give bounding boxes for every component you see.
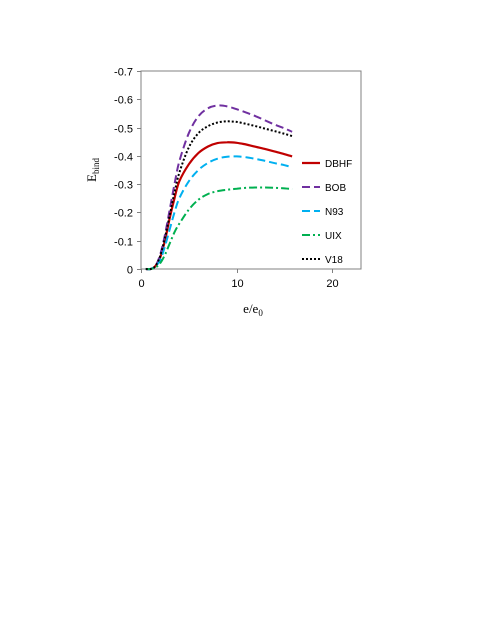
y-tick-label: -0.2 [114,208,133,220]
legend-label-v18: V18 [325,255,343,266]
series-line-n93 [145,155,293,271]
y-axis-title-sub: bind [91,158,101,175]
series-line-v18 [145,120,293,271]
x-axis-title: e/e0 [243,301,263,318]
y-tick-label: 0 [127,265,133,277]
x-tick-label: 10 [231,278,243,290]
legend-label-dbhf: DBHF [325,159,352,170]
y-axis-title-main: E [84,174,99,182]
x-tick-label: 0 [138,278,144,290]
plot-area: 0 -0.1 -0.2 -0.3 -0.4 -0.5 -0.6 -0.7 0 10 20 [114,67,362,290]
y-tick-label: -0.3 [114,180,133,192]
legend-label-n93: N93 [325,207,344,218]
y-axis-title: Ebind [84,158,101,182]
legend-label-uix: UIX [325,231,342,242]
y-tick-label: -0.4 [114,152,133,164]
plot-frame [140,70,362,270]
x-axis-title-sub: 0 [258,308,263,318]
y-tick-label: -0.6 [114,95,133,107]
y-tick-label: -0.5 [114,124,133,136]
legend: DBHF BOB N93 UIX V18 [302,159,352,266]
legend-label-bob: BOB [325,183,346,194]
x-tick-label: 20 [326,278,338,290]
series-lines [145,104,293,271]
x-axis-title-main: e/e [243,301,258,316]
y-tick-label: -0.7 [114,67,133,79]
y-tick-label: -0.1 [114,237,133,249]
series-line-uix [145,186,293,271]
